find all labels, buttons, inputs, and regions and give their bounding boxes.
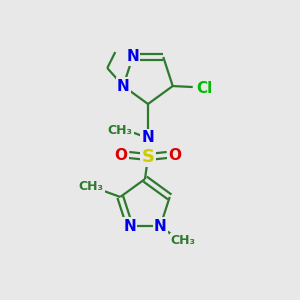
Text: Cl: Cl (196, 80, 213, 95)
Text: CH₃: CH₃ (171, 233, 196, 247)
Text: N: N (126, 50, 139, 64)
Text: N: N (142, 130, 154, 146)
Text: S: S (142, 148, 154, 166)
Text: N: N (117, 79, 130, 94)
Text: N: N (154, 218, 167, 233)
Text: N: N (123, 218, 136, 233)
Text: O: O (115, 148, 128, 163)
Text: CH₃: CH₃ (79, 181, 104, 194)
Text: O: O (169, 148, 182, 163)
Text: CH₃: CH₃ (107, 124, 133, 136)
